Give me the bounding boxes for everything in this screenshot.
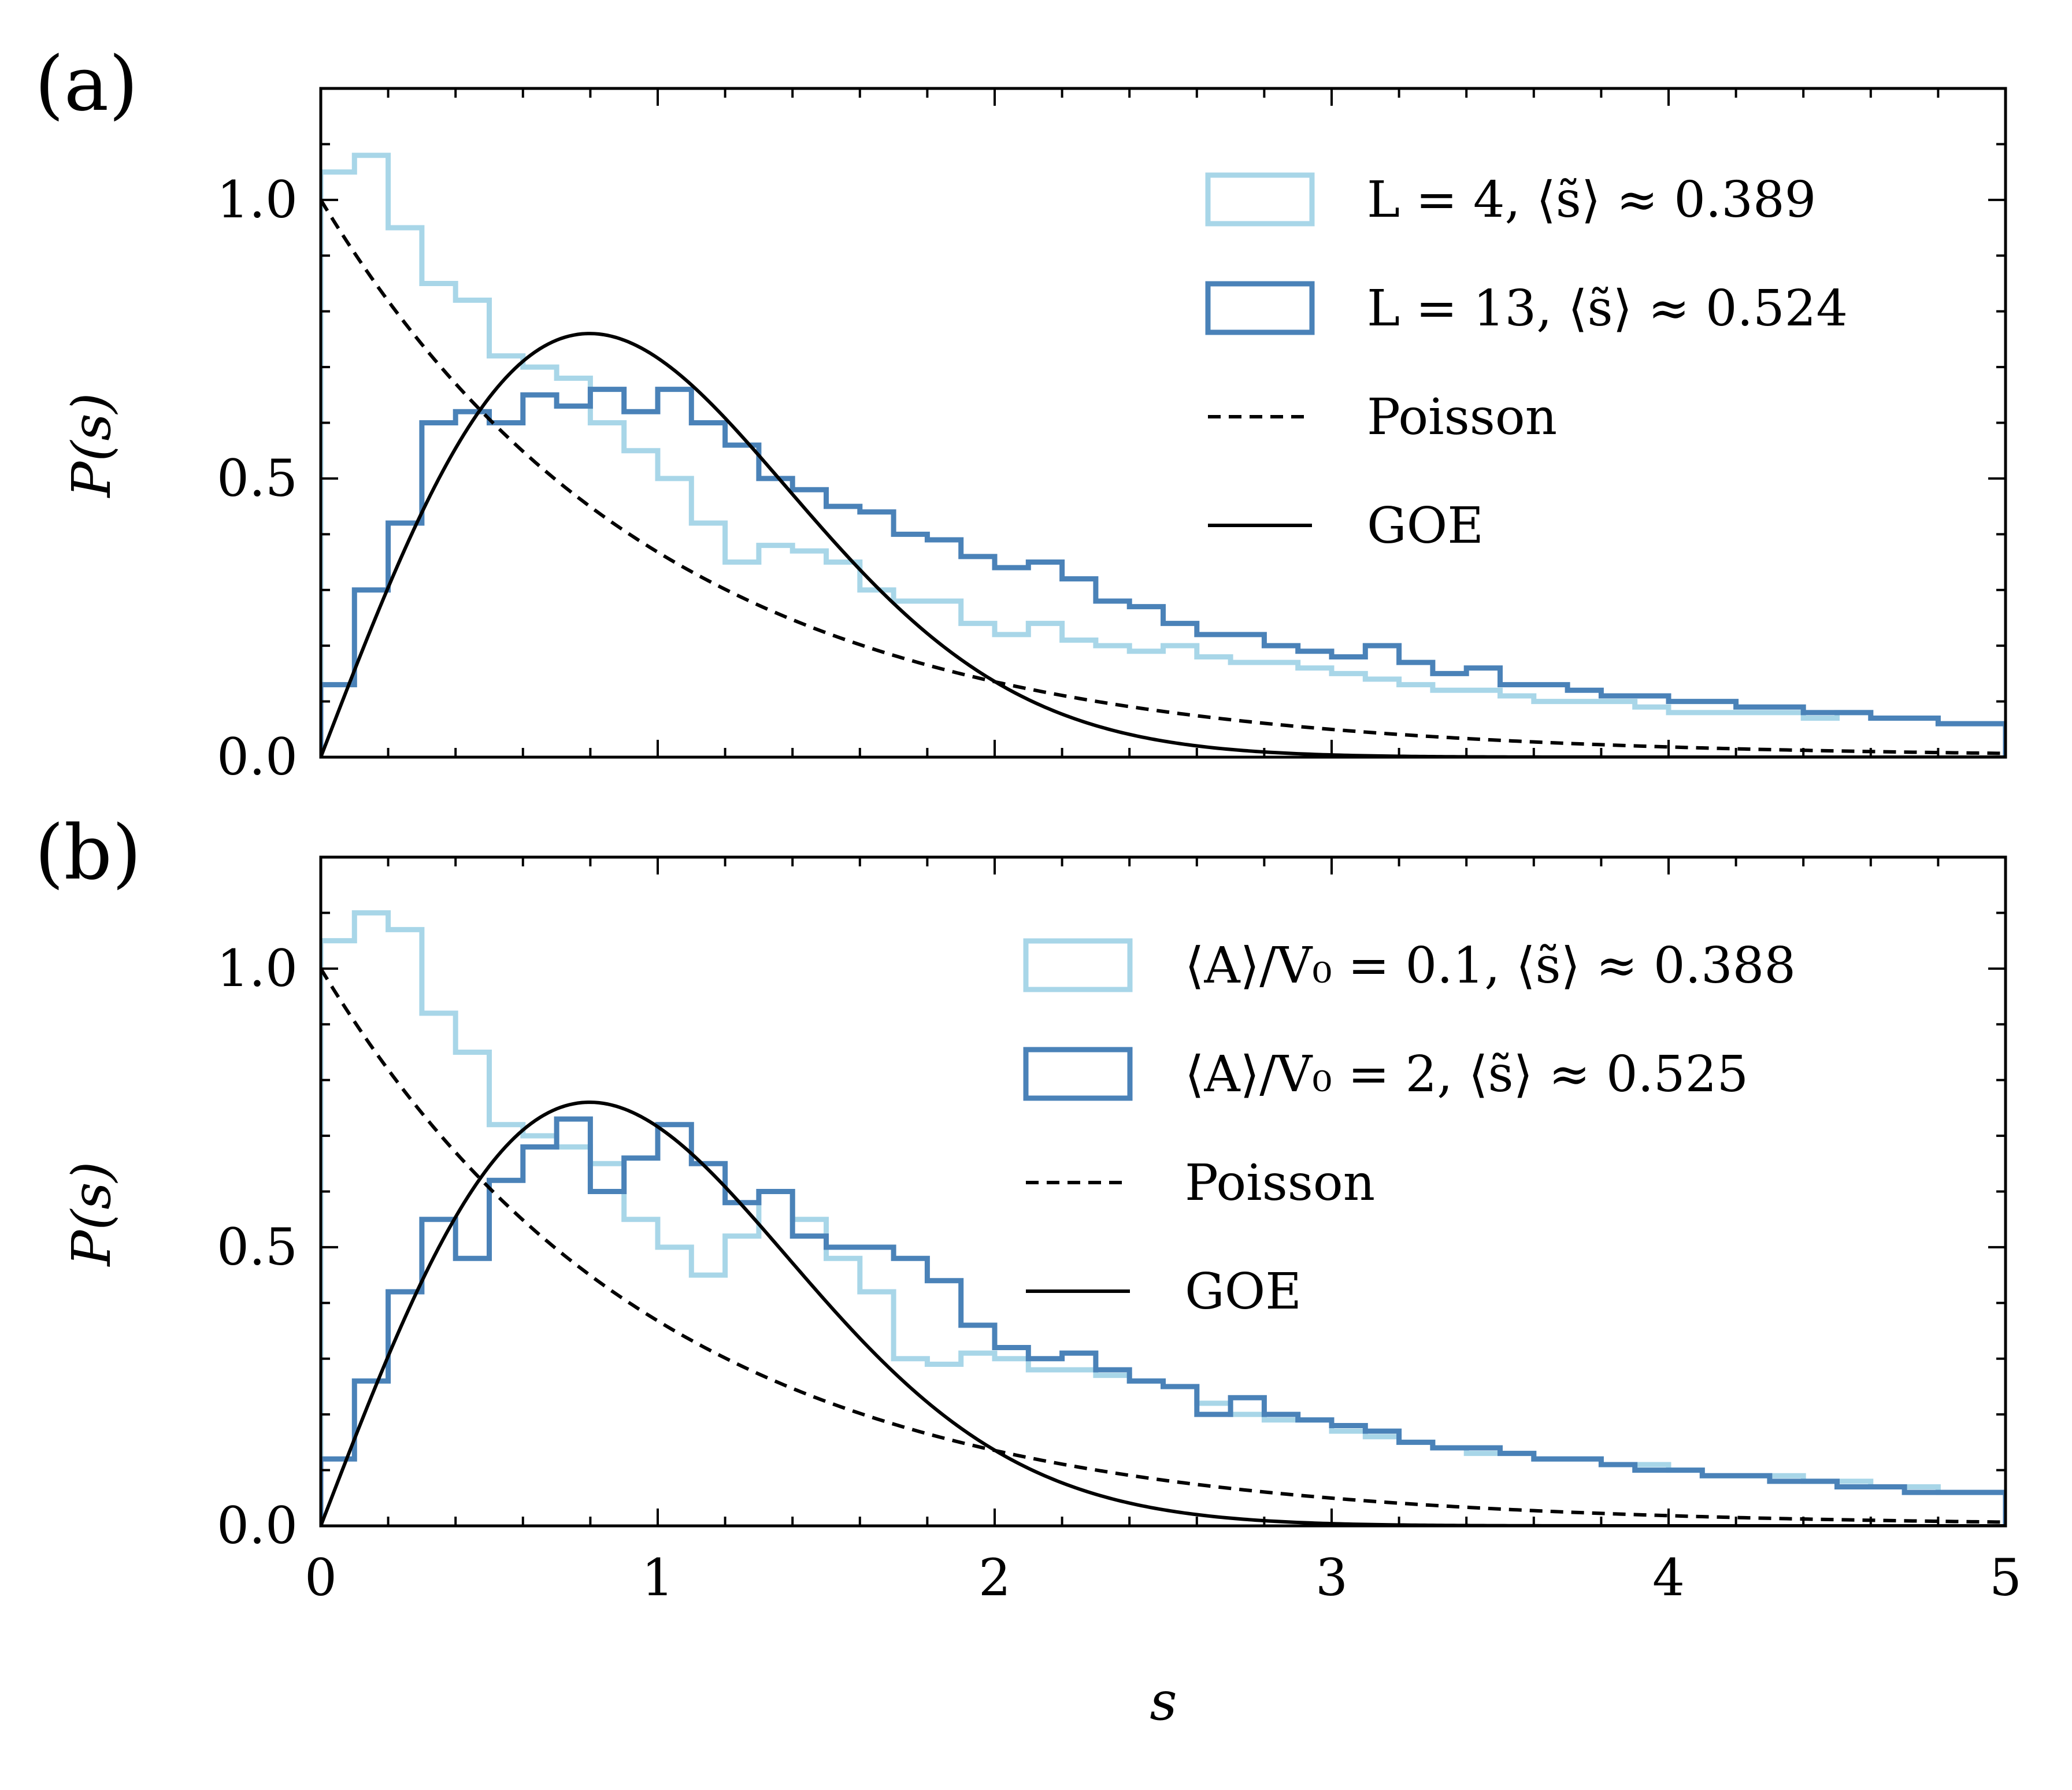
legend-label: GOE (1185, 1263, 1302, 1321)
y-tick-label: 0.5 (217, 1217, 298, 1277)
legend-swatch-dark (1023, 1047, 1133, 1101)
y-tick-label: 1.0 (217, 170, 298, 229)
histogram-dark (321, 1116, 2006, 1526)
y-axis-label-b: P(s) (61, 1162, 123, 1268)
plot-area-b: 0.0 0.5 1.0 0 1 2 3 4 5 (217, 855, 2022, 1607)
y-tick-label: 1.0 (217, 939, 298, 998)
y-axis-label-a: P(s) (61, 393, 123, 499)
histogram-dark (321, 387, 2006, 757)
poisson-curve (321, 199, 2006, 755)
legend-swatch-light (1023, 938, 1133, 992)
legend-b: ⟨A⟩/V₀ = 0.1, ⟨s̃⟩ ≈ 0.388 ⟨A⟩/V₀ = 2, ⟨s… (1023, 937, 1796, 1321)
y-tick-label: 0.0 (217, 727, 298, 787)
y-tick-label: 0.5 (217, 449, 298, 508)
panel-b: (b) 0.0 0.5 1.0 0 1 2 3 4 5 P(s) ⟨A⟩/V₀ = 0.1, ⟨… (35, 809, 2022, 1607)
x-tick-label: 0 (305, 1548, 337, 1607)
y-tick-label: 0.0 (217, 1496, 298, 1555)
legend-swatch-dark (1205, 281, 1315, 335)
panel-label-a: (a) (35, 40, 138, 128)
histogram-light (321, 153, 2006, 757)
legend-label: ⟨A⟩/V₀ = 0.1, ⟨s̃⟩ ≈ 0.388 (1185, 937, 1796, 995)
legend-label: L = 4, ⟨s̃⟩ ≈ 0.389 (1367, 171, 1816, 229)
legend-label: Poisson (1185, 1154, 1375, 1212)
x-tick-label: 3 (1315, 1548, 1348, 1607)
legend-label: Poisson (1367, 388, 1557, 446)
x-tick-label: 2 (978, 1548, 1011, 1607)
legend-a: L = 4, ⟨s̃⟩ ≈ 0.389 L = 13, ⟨s̃⟩ ≈ 0.524 P… (1205, 171, 1848, 555)
x-tick-label: 5 (1989, 1548, 2022, 1607)
legend-label: L = 13, ⟨s̃⟩ ≈ 0.524 (1367, 280, 1848, 338)
x-tick-label: 4 (1652, 1548, 1685, 1607)
panel-label-b: (b) (35, 809, 142, 896)
panel-a: (a) 0.00.51.0 P(s) L = 4, ⟨s̃⟩ ≈ 0.389L … (35, 40, 2007, 787)
poisson-curve (321, 968, 2006, 1524)
x-tick-label: 1 (642, 1548, 674, 1607)
legend-label: ⟨A⟩/V₀ = 2, ⟨s̃⟩ ≈ 0.525 (1185, 1046, 1748, 1103)
legend-label: GOE (1367, 497, 1484, 555)
x-axis-label: s (1150, 1670, 1177, 1732)
legend-swatch-light (1205, 172, 1315, 227)
plot-area-a: 0.0 0.5 1.0 (217, 87, 2007, 787)
